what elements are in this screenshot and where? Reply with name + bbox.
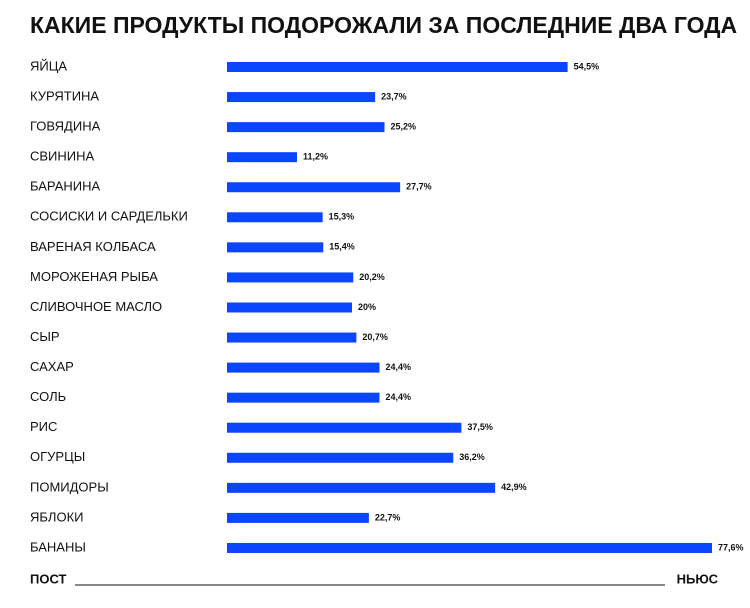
value-label: 42,9% [501,482,527,492]
category-label: БАРАНИНА [30,179,101,194]
bar [227,182,401,193]
bar [227,62,568,72]
category-label: ЯЙЦА [30,58,67,73]
bar [227,512,369,523]
value-label: 24,4% [386,362,412,372]
value-label: 11,2% [303,152,328,162]
footer-left: ПОСТ [30,571,67,586]
category-label: МОРОЖЕНАЯ РЫБА [30,269,158,284]
category-label: КУРЯТИНА [30,88,99,103]
value-label: 22,7% [375,512,401,522]
bar [227,152,297,163]
bar [227,302,352,313]
bar [227,362,380,373]
bar [227,422,462,433]
category-label: СЛИВОЧНОЕ МАСЛО [30,299,162,314]
value-label: 15,4% [329,242,355,252]
category-label: СОЛЬ [30,389,66,404]
category-label: ЯБЛОКИ [30,509,83,524]
bar [227,92,376,103]
bar [227,242,324,253]
bar [227,452,454,463]
category-label: САХАР [30,359,74,374]
bar [227,122,385,133]
bar [227,392,380,403]
bar [227,212,323,223]
bar [227,272,354,283]
category-label: СОСИСКИ И САРДЕЛЬКИ [30,209,188,224]
chart-title: КАКИЕ ПРОДУКТЫ ПОДОРОЖАЛИ ЗА ПОСЛЕДНИЕ Д… [30,12,737,38]
value-label: 24,4% [386,392,412,402]
category-label: ВАРЕНАЯ КОЛБАСА [30,239,156,254]
category-label: РИС [30,419,57,434]
value-label: 77,6% [718,542,744,552]
value-label: 54,5% [574,61,600,71]
value-label: 37,5% [467,422,493,432]
value-label: 20,2% [359,272,385,282]
category-label: СВИНИНА [30,149,95,164]
bar [227,542,712,553]
bar [227,482,496,493]
bar [227,332,357,343]
value-label: 20,7% [362,332,388,342]
footer-right: НЬЮС [677,571,719,586]
category-label: БАНАНЫ [30,539,86,554]
category-label: ПОМИДОРЫ [30,479,109,494]
category-label: ГОВЯДИНА [30,119,101,134]
value-label: 36,2% [459,452,485,462]
value-label: 27,7% [406,182,432,192]
category-label: СЫР [30,329,60,344]
value-label: 20% [358,302,376,312]
category-label: ОГУРЦЫ [30,449,85,464]
value-label: 15,3% [329,212,355,222]
value-label: 23,7% [381,91,407,101]
value-label: 25,2% [391,121,417,131]
